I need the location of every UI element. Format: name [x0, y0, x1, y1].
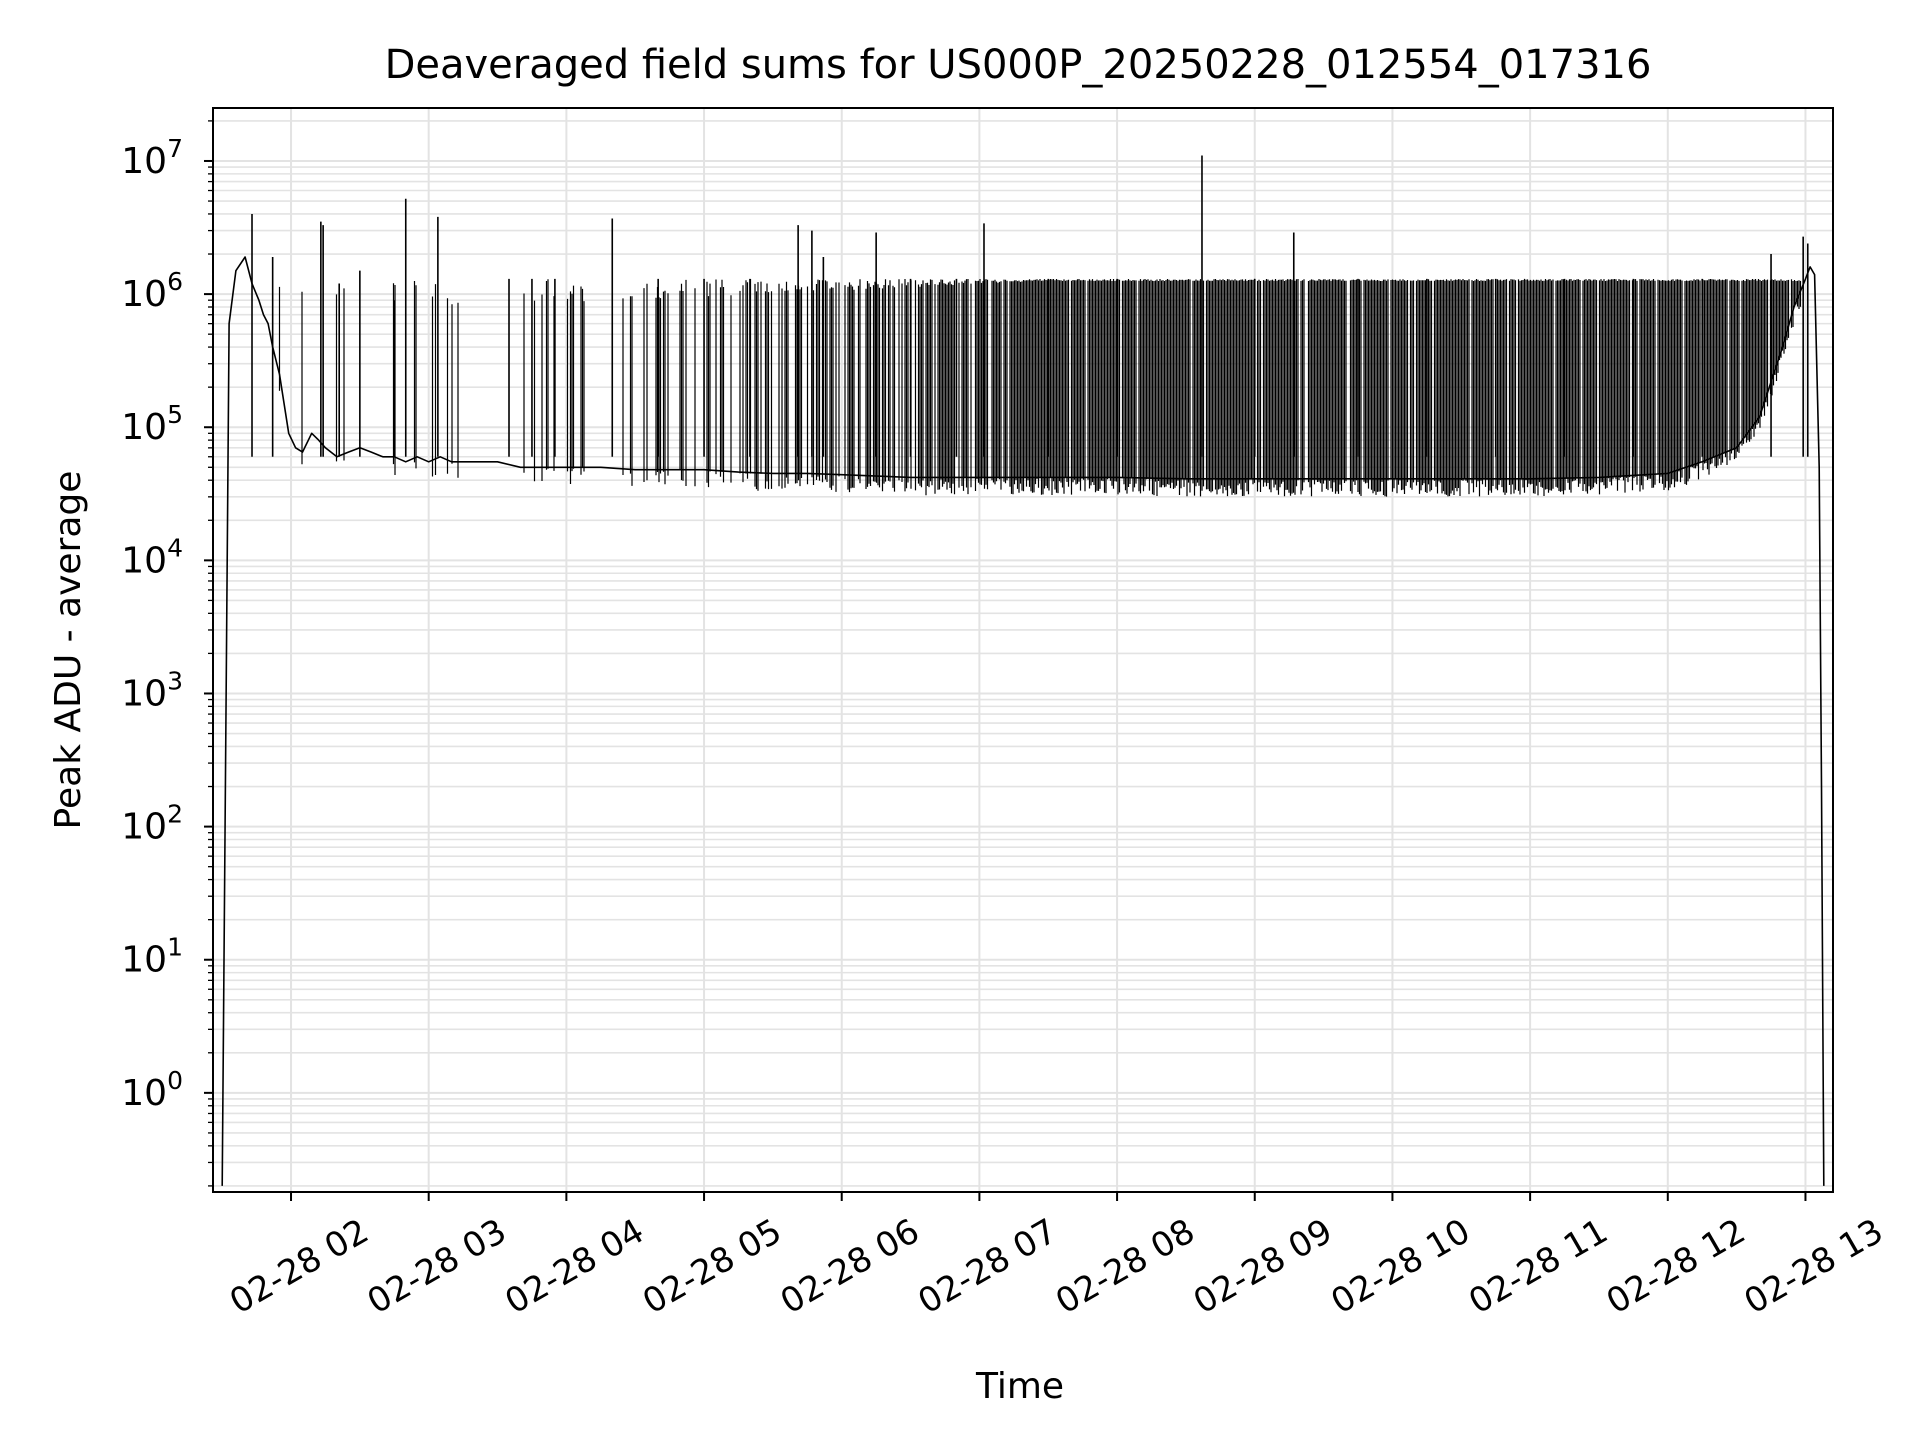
series-line — [221, 256, 1825, 1186]
grid — [213, 108, 1833, 1192]
y-axis-label: Peak ADU - average — [48, 471, 89, 830]
y-tick-label: 102 — [121, 800, 183, 848]
spike-band — [278, 278, 1802, 497]
y-axis-ticks: 100 101 102 103 104 105 106 107 — [121, 134, 213, 1114]
y-tick-label: 101 — [121, 933, 183, 981]
x-axis-label: Time — [975, 1366, 1064, 1407]
y-tick-label: 106 — [121, 267, 183, 315]
y-tick-label: 104 — [121, 533, 183, 581]
spike-lines — [251, 155, 1809, 457]
y-tick-label: 103 — [121, 666, 183, 714]
chart-title: Deaveraged field sums for US000P_2025022… — [385, 42, 1652, 88]
y-tick-label: 107 — [121, 134, 183, 182]
y-tick-label: 100 — [121, 1066, 183, 1114]
plot-frame — [212, 107, 1834, 1193]
y-tick-label: 105 — [121, 400, 183, 448]
